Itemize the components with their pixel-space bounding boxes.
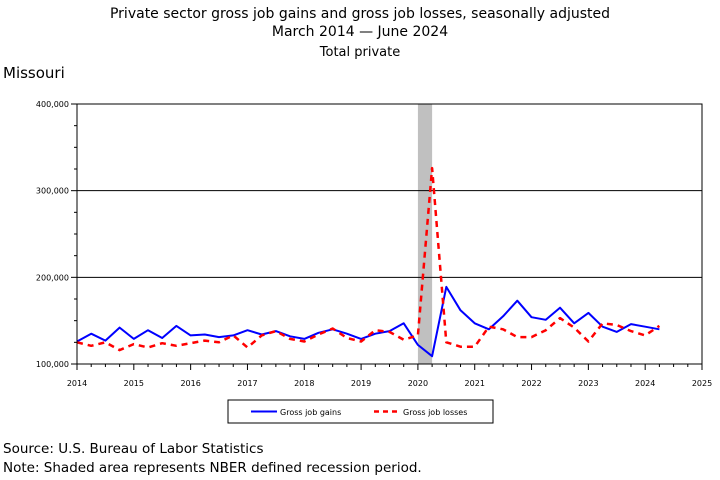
gross-job-losses-line — [76, 166, 661, 352]
source-note: Source: U.S. Bureau of Labor Statistics — [3, 441, 264, 457]
x-tick-label: 2024 — [635, 379, 655, 388]
y-tick-label: 300,000 — [36, 187, 69, 196]
region-label: Missouri — [3, 64, 65, 82]
legend-gains-label: Gross job gains — [280, 408, 341, 417]
x-tick-label: 2022 — [521, 379, 541, 388]
recession-shade — [417, 104, 433, 364]
x-tick-label: 2017 — [237, 379, 257, 388]
chart-subtitle: Total private — [319, 45, 401, 60]
chart-title: Private sector gross job gains and gross… — [109, 6, 611, 22]
legend-box — [227, 399, 494, 424]
y-tick-label: 200,000 — [36, 273, 69, 282]
x-tick-label: 2021 — [465, 379, 485, 388]
x-tick-label: 2019 — [351, 379, 371, 388]
plot-frame — [76, 103, 703, 365]
legend-losses-label: Gross job losses — [403, 408, 467, 417]
y-tick-label: 400,000 — [36, 100, 69, 109]
recession-note: Note: Shaded area represents NBER define… — [3, 460, 422, 476]
x-tick-label: 2016 — [180, 379, 200, 388]
x-tick-label: 2020 — [408, 379, 428, 388]
chart-period: March 2014 — June 2024 — [271, 24, 449, 40]
x-tick-label: 2025 — [692, 379, 712, 388]
x-tick-label: 2014 — [67, 379, 87, 388]
x-tick-label: 2023 — [578, 379, 598, 388]
y-tick-label: 100,000 — [36, 360, 69, 369]
x-tick-label: 2015 — [124, 379, 144, 388]
x-tick-label: 2018 — [294, 379, 314, 388]
gross-job-gains-line — [76, 285, 660, 358]
